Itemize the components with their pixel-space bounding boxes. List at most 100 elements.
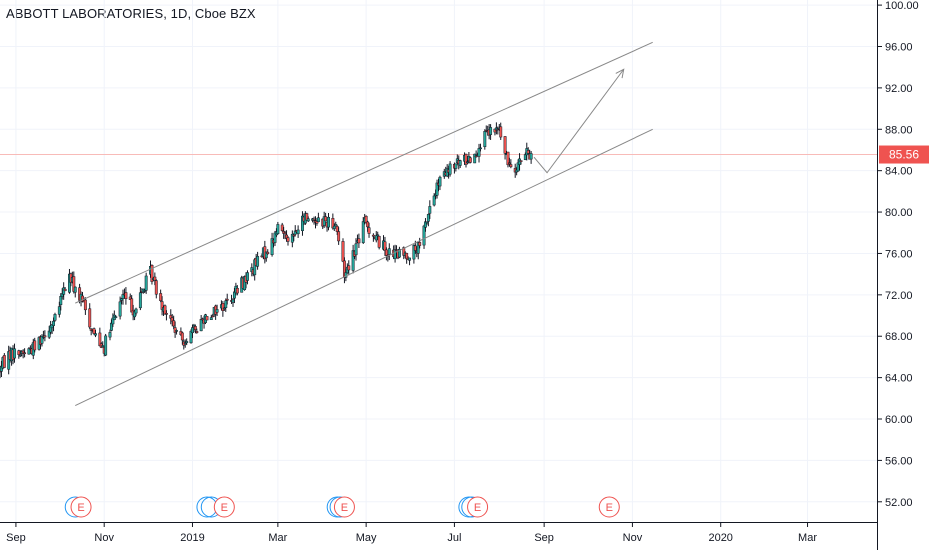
candle-up	[256, 256, 260, 267]
y-tick-label: 68.00	[885, 331, 913, 343]
candle-up	[432, 195, 436, 206]
candle-up	[53, 314, 57, 321]
candle-down	[347, 265, 351, 271]
candle-down	[205, 316, 209, 321]
drawings[interactable]	[75, 41, 653, 407]
candle-down	[221, 303, 225, 311]
x-tick-label: Jul	[447, 532, 461, 544]
candle-up	[138, 292, 142, 309]
candle-down	[384, 249, 388, 256]
x-tick-label: Mar	[798, 532, 817, 544]
candle-down	[364, 215, 368, 223]
y-tick-label: 96.00	[885, 41, 913, 53]
earnings-event[interactable]: E	[70, 496, 92, 518]
candle-down	[33, 340, 37, 351]
y-tick-label: 60.00	[885, 414, 913, 426]
y-tick-label: 84.00	[885, 166, 913, 178]
candle-down	[499, 126, 503, 138]
candle-down	[124, 292, 128, 299]
candle-down	[92, 328, 96, 334]
candle-down	[509, 164, 513, 168]
x-tick-label: May	[356, 532, 377, 544]
candle-down	[324, 216, 328, 222]
candle-up	[408, 257, 412, 261]
last-price-badge	[879, 145, 929, 164]
candle-down	[235, 288, 239, 294]
y-tick-label: 72.00	[885, 290, 913, 302]
candle-up	[306, 218, 310, 222]
candle-down	[154, 280, 158, 295]
candle-down	[377, 235, 381, 248]
candle-down	[63, 288, 67, 292]
candle-down	[292, 235, 296, 237]
candle-down	[164, 313, 168, 315]
candle-down	[283, 232, 287, 235]
candle-down	[159, 293, 163, 301]
candle-up	[246, 272, 249, 281]
candle-up	[354, 243, 358, 256]
earnings-marker	[213, 496, 235, 518]
y-tick-label: 56.00	[885, 455, 913, 467]
candle-up	[144, 275, 148, 291]
candle-up	[73, 286, 77, 293]
candle-down	[266, 251, 270, 255]
x-tick-label: 2019	[180, 532, 204, 544]
candle-up	[94, 333, 97, 336]
candle-up	[397, 248, 401, 258]
candle-down	[468, 157, 472, 163]
candle-up	[114, 316, 118, 318]
trend-line-channel_upper	[75, 41, 653, 304]
earnings-marker	[333, 496, 355, 518]
earnings-event[interactable]: E	[467, 496, 489, 518]
candle-up	[104, 335, 108, 356]
candle-down	[23, 352, 27, 354]
projection-arrowhead	[615, 68, 625, 79]
candle-down	[383, 241, 387, 251]
candle-up	[523, 154, 527, 161]
candle-up	[52, 320, 55, 326]
candle-up	[13, 348, 16, 359]
candle-up	[477, 148, 481, 157]
candle-up	[387, 248, 391, 255]
candle-up	[191, 327, 194, 334]
candle-up	[316, 217, 320, 223]
candle-up	[438, 176, 442, 187]
earnings-event[interactable]: E	[598, 496, 620, 518]
candle-up	[57, 306, 61, 315]
candle-down	[172, 320, 176, 327]
x-tick-label: 2020	[708, 532, 732, 544]
candle-up	[422, 225, 426, 246]
candle-up	[448, 163, 452, 175]
candle-up	[215, 309, 219, 313]
candle-up	[62, 287, 66, 295]
candle-up	[479, 147, 482, 150]
price-axis-bg	[877, 0, 932, 550]
projection-path	[533, 68, 625, 174]
candle-down	[193, 326, 197, 330]
candle-up	[374, 235, 378, 241]
candle-up	[18, 354, 22, 357]
candle-up	[458, 160, 462, 166]
candle-up	[192, 324, 196, 327]
candle-up	[426, 214, 430, 222]
candle-down	[17, 350, 21, 355]
candle-down	[83, 299, 87, 311]
candle-down	[418, 242, 422, 246]
earnings-symbol: E	[474, 502, 481, 514]
candle-up	[334, 224, 338, 226]
candle-down	[367, 227, 371, 234]
earnings-event[interactable]: E	[213, 496, 235, 518]
earnings-event[interactable]: E	[333, 496, 355, 518]
candle-down	[474, 155, 478, 158]
candle-down	[2, 355, 6, 368]
candle-up	[465, 161, 469, 163]
candle-up	[175, 330, 179, 332]
x-tick-label: Sep	[6, 532, 26, 544]
candle-up	[101, 345, 105, 348]
candle-up	[454, 163, 458, 169]
candle-down	[150, 265, 154, 282]
candle-down	[173, 327, 177, 333]
